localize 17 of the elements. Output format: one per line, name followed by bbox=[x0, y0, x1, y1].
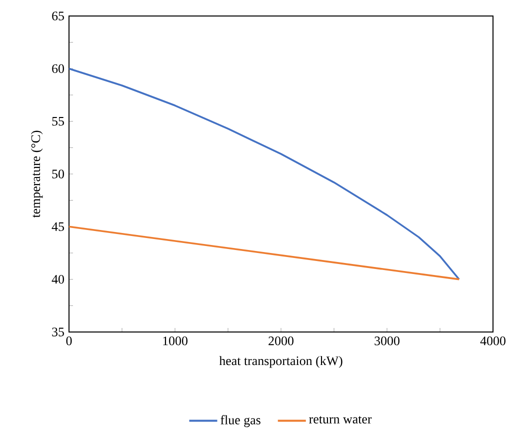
legend-label: return water bbox=[309, 416, 372, 424]
y-tick-label: 35 bbox=[52, 328, 64, 336]
x-axis-title: heat transportaion (kW) bbox=[219, 356, 342, 368]
x-tick-label: 0 bbox=[66, 336, 72, 346]
x-tick-label: 4000 bbox=[480, 336, 506, 346]
y-tick-label: 55 bbox=[52, 117, 64, 126]
x-tick-label: 3000 bbox=[374, 336, 400, 346]
y-tick-label: 65 bbox=[52, 12, 64, 20]
y-tick-label: 45 bbox=[52, 222, 64, 231]
legend-label: flue gas bbox=[220, 415, 260, 428]
line-series bbox=[69, 68, 460, 280]
y-axis-title: temperature (°C) bbox=[30, 130, 43, 218]
y-tick-label: 50 bbox=[52, 170, 64, 178]
x-tick-label: 1000 bbox=[163, 336, 188, 346]
x-tick-label: 2000 bbox=[268, 336, 294, 346]
y-tick-label: 60 bbox=[52, 64, 64, 74]
y-tick-label: 40 bbox=[52, 274, 64, 284]
